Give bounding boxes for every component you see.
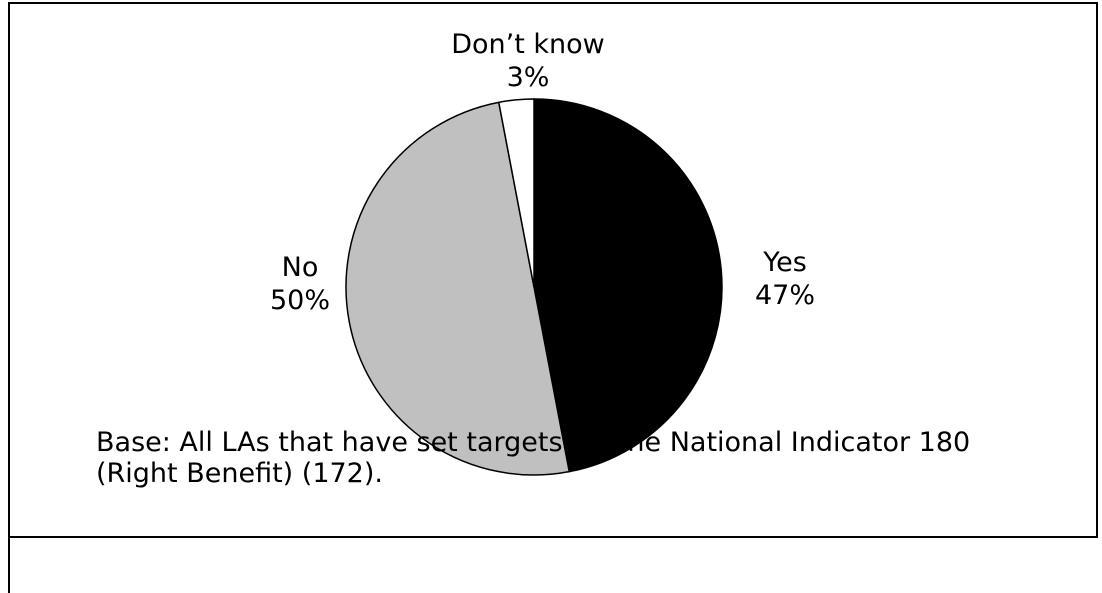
pie-slice-no [345,101,571,476]
pie-slice-don-t-know [497,98,535,288]
chart-frame-left [8,2,10,593]
chart-frame-right [1096,2,1098,538]
slice-value-dont-know: 3% [507,62,550,93]
chart-frame-top [8,2,1098,4]
slice-label-yes: Yes [762,247,807,278]
slice-label-no: No [282,252,319,283]
base-note: Base: All LAs that have set targets for … [96,427,971,489]
slice-value-no: 50% [270,285,330,316]
pie-slices [345,98,723,476]
chart-frame-bottom [8,536,1098,538]
pie-labels: Yes 47% No 50% Don’t know 3% [270,29,815,316]
pie-slice-yes [533,98,723,473]
slice-value-yes: 47% [755,280,815,311]
slice-label-dont-know: Don’t know [451,29,605,60]
